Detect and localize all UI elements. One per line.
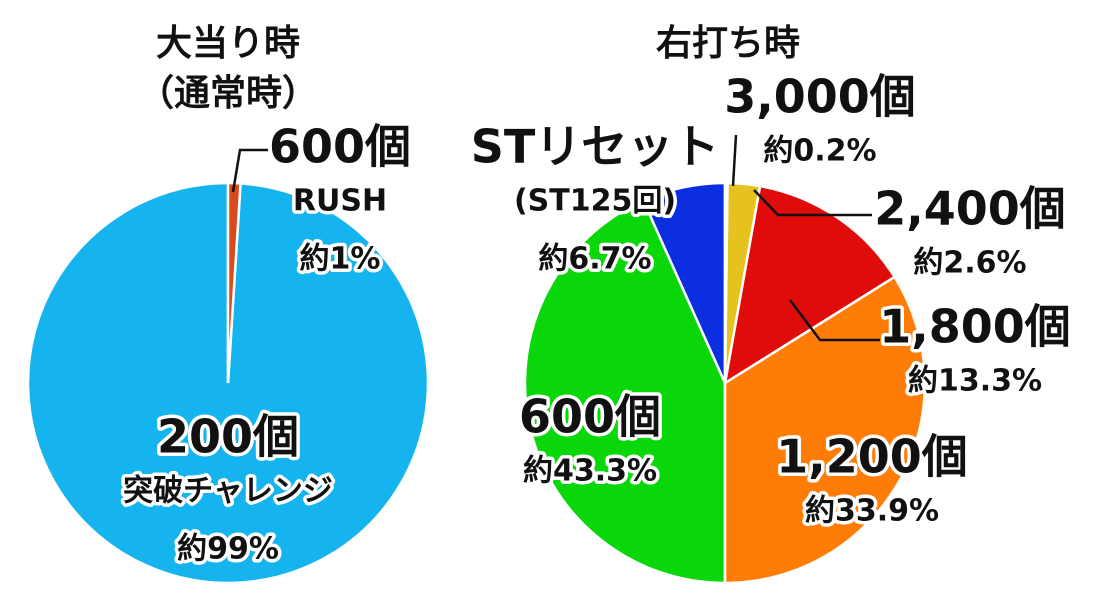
value-label: 約2.6%: [913, 246, 1026, 281]
chart-title: 右打ち時: [656, 23, 800, 64]
leader-line: [731, 134, 738, 187]
value-label: 約43.3%: [523, 454, 657, 489]
chart-title: 大当り時: [156, 23, 300, 64]
slice-name: 突破チャレンジ: [123, 474, 333, 509]
pie-slice: [723, 184, 897, 386]
pie-slice: [523, 198, 727, 585]
slice-label: STリセット: [471, 120, 720, 174]
value-label: 約1%: [300, 242, 381, 277]
leader-line: [753, 189, 872, 217]
slice-label: 600個: [269, 120, 411, 174]
slice-label: 1,800個: [879, 300, 1071, 354]
pie-slice: [723, 181, 729, 384]
slice-label: 200個: [157, 410, 299, 464]
slice-name: RUSH: [293, 184, 387, 219]
slice-name: (ST125回): [514, 184, 676, 219]
slice-label: 1,200個: [776, 430, 968, 484]
leader-line: [231, 148, 268, 193]
slice-label: 3,000個: [724, 70, 916, 124]
slice-label: 600個: [519, 390, 661, 444]
value-label: 約6.7%: [538, 242, 651, 277]
leader-line: [789, 299, 880, 342]
value-label: 約13.3%: [908, 364, 1042, 399]
value-label: 約33.9%: [805, 494, 939, 529]
pie-slice: [723, 275, 927, 585]
value-label: 約99%: [177, 532, 279, 567]
chart-subtitle: （通常時）: [138, 73, 318, 114]
leader-lines: [231, 134, 880, 342]
slice-label: 2,400個: [874, 182, 1066, 236]
value-label: 約0.2%: [763, 134, 876, 169]
